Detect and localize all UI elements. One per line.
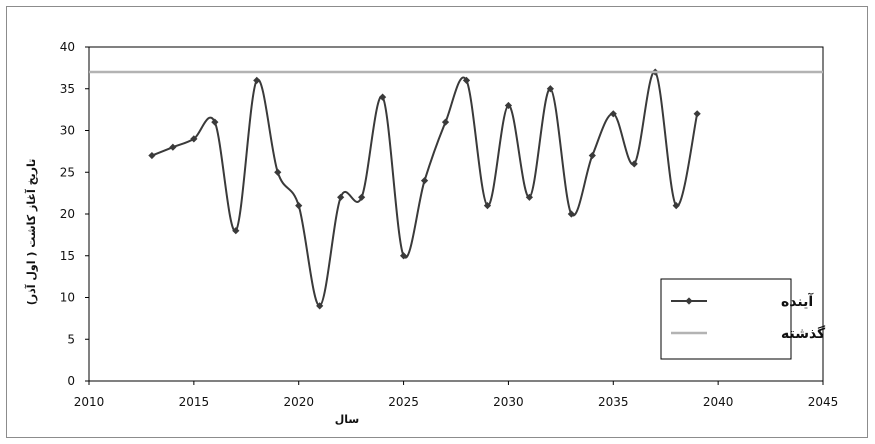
- x-tick-label: 2035: [598, 395, 629, 409]
- data-point: [546, 85, 554, 93]
- data-point: [379, 93, 387, 101]
- data-point: [211, 118, 219, 126]
- y-tick-label: 5: [67, 332, 75, 346]
- data-point: [525, 193, 533, 201]
- y-tick-label: 40: [60, 40, 75, 54]
- data-point: [462, 76, 471, 84]
- x-axis-title: سال: [335, 413, 360, 426]
- data-point: [399, 252, 408, 260]
- data-point: [420, 177, 429, 185]
- data-point: [504, 101, 513, 110]
- data-point: [274, 168, 282, 176]
- data-point: [253, 76, 261, 84]
- data-point: [358, 193, 366, 201]
- legend-box: [660, 278, 792, 360]
- data-point: [483, 202, 492, 210]
- x-tick-label: 2010: [74, 395, 105, 409]
- data-point: [337, 193, 345, 201]
- legend-label: گذشته: [781, 325, 826, 342]
- line-chart: 2010 2015 2020 2025 2030 2035 2040 204505101520…: [24, 40, 839, 426]
- legend-label: آینده: [781, 292, 814, 310]
- x-tick-label: 2045: [808, 395, 839, 409]
- data-point: [672, 202, 680, 210]
- x-tick-label: 2030: [493, 395, 524, 409]
- data-point: [609, 110, 617, 118]
- data-point: [441, 118, 450, 126]
- data-point: [169, 143, 177, 151]
- y-tick-label: 20: [60, 207, 75, 221]
- y-tick-label: 30: [60, 124, 75, 138]
- x-tick-label: 2015: [179, 395, 210, 409]
- x-tick-label: 2025: [388, 395, 419, 409]
- y-tick-label: 25: [60, 165, 75, 179]
- y-tick-label: 35: [60, 82, 75, 96]
- y-tick-label: 15: [60, 249, 75, 263]
- data-point: [148, 151, 156, 160]
- x-tick-label: 2020: [283, 395, 314, 409]
- data-point: [232, 227, 240, 235]
- data-point: [295, 202, 303, 210]
- y-axis-title: تاریخ آغاز کاشت ( اول آذر): [24, 159, 38, 306]
- data-point: [567, 210, 575, 218]
- y-tick-label: 10: [60, 291, 75, 305]
- data-point: [190, 135, 198, 143]
- data-point: [693, 110, 701, 118]
- legend-marker: [685, 297, 693, 305]
- data-point: [630, 160, 638, 168]
- data-point: [316, 302, 324, 310]
- x-tick-label: 2040: [703, 395, 734, 409]
- series-line-future: [151, 71, 699, 307]
- y-tick-label: 0: [67, 374, 75, 388]
- data-point: [588, 151, 596, 160]
- chart-frame: 2010 2015 2020 2025 2030 2035 2040 2045 0 5 10 15 20…: [6, 6, 868, 438]
